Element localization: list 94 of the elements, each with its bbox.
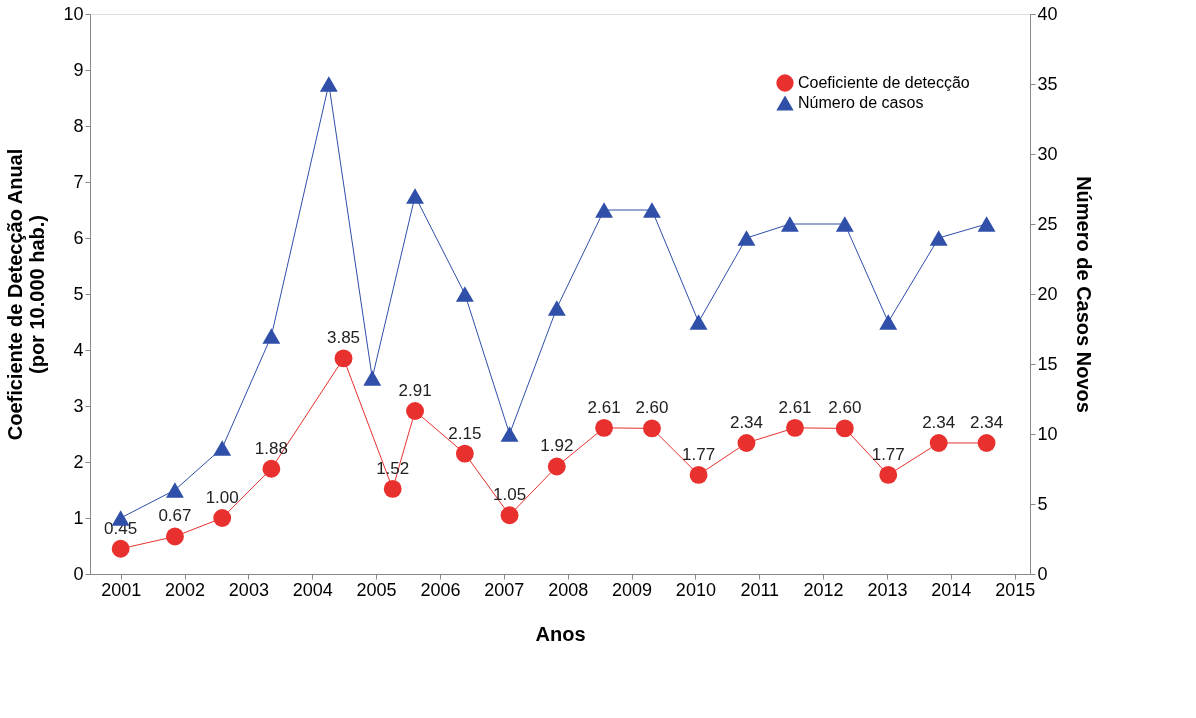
point [879, 314, 898, 330]
data-label: 1.05 [493, 485, 527, 505]
point [595, 202, 614, 218]
y2-tick-label: 40 [1037, 3, 1058, 24]
data-label: 2.34 [922, 412, 956, 432]
data-label: 1.92 [540, 436, 574, 456]
point [334, 349, 353, 368]
data-label: 2.34 [970, 412, 1004, 432]
point [455, 444, 474, 463]
x-tick-label: 2008 [548, 579, 589, 600]
y2-tick-label: 35 [1037, 73, 1058, 94]
point [689, 314, 708, 330]
point [835, 216, 854, 232]
point [111, 539, 130, 558]
legend-label: Número de casos [798, 94, 924, 111]
point [547, 300, 566, 316]
x-tick-label: 2010 [675, 579, 716, 600]
y-axis-title: Coeficiente de Detecção Anual (por 10.000 hab.) [4, 148, 49, 441]
point [383, 479, 402, 498]
point [780, 216, 799, 232]
data-label: 2.61 [778, 397, 812, 417]
y2-tick-label: 20 [1037, 283, 1058, 304]
point [786, 418, 804, 437]
data-label: 1.00 [205, 488, 239, 507]
y2-tick-label: 10 [1037, 423, 1058, 444]
x-tick-label: 2009 [612, 579, 653, 600]
x-tick-label: 2011 [740, 579, 780, 600]
x-tick-label: 2001 [101, 579, 142, 600]
data-label: 2.60 [635, 398, 669, 418]
data-label: 2.61 [587, 397, 621, 417]
x-axis-title: Anos [535, 622, 586, 645]
data-label: 1.77 [871, 444, 905, 464]
y2-tick-label: 15 [1037, 353, 1058, 374]
x-tick-label: 2002 [164, 579, 206, 600]
point [977, 216, 996, 232]
point [595, 418, 614, 437]
data-label: 1.88 [254, 438, 288, 458]
y-tick-label: 0 [73, 563, 84, 584]
data-label: 2.60 [828, 398, 862, 418]
x-tick-label: 2006 [420, 579, 461, 600]
point [879, 465, 898, 484]
y-tick-label: 5 [73, 283, 84, 304]
y-tick-label: 2 [73, 451, 84, 472]
data-label: 1.77 [682, 444, 716, 464]
y2-tick-label: 30 [1037, 143, 1058, 164]
y2-axis-title: Número de Casos Novos [1072, 176, 1095, 413]
x-tick-label: 2004 [292, 579, 333, 600]
y-tick-label: 3 [73, 395, 84, 416]
y-tick-label: 7 [73, 171, 84, 192]
y2-tick-label: 25 [1037, 213, 1058, 234]
point [406, 188, 424, 204]
point [689, 465, 708, 484]
x-tick-label: 2014 [931, 579, 972, 600]
point [406, 402, 424, 420]
data-label: 3.85 [326, 328, 361, 348]
point [319, 76, 338, 92]
point [737, 230, 756, 246]
y-tick-label: 1 [73, 507, 84, 528]
point [500, 426, 519, 442]
y-tick-label: 6 [73, 227, 84, 248]
point [262, 459, 281, 478]
point [213, 509, 232, 527]
x-tick-label: 2003 [228, 579, 269, 600]
y-tick-label: 9 [73, 59, 84, 80]
point [165, 482, 184, 498]
point [165, 527, 184, 546]
x-tick-label: 2005 [356, 579, 397, 600]
point [977, 434, 996, 452]
point [929, 434, 948, 452]
point [835, 419, 854, 438]
point [500, 506, 519, 525]
point [929, 230, 948, 246]
point [455, 286, 474, 302]
y-tick-label: 8 [73, 115, 84, 136]
point [547, 457, 566, 476]
x-tick-label: 2012 [803, 579, 844, 600]
legend-label: Coeficiente de detecção [798, 74, 970, 91]
data-label: 2.91 [398, 381, 432, 401]
point [643, 419, 661, 438]
y2-tick-label: 0 [1037, 563, 1048, 584]
y-tick-label: 10 [63, 3, 84, 24]
point [643, 202, 661, 218]
point [262, 328, 281, 344]
x-tick-label: 2015 [995, 579, 1036, 600]
y2-tick-label: 5 [1037, 493, 1048, 514]
y-tick-label: 4 [73, 339, 84, 360]
point [737, 434, 756, 452]
point [363, 370, 382, 386]
x-tick-label: 2013 [867, 579, 908, 600]
data-label: 0.67 [158, 506, 192, 526]
point [213, 440, 232, 456]
data-label: 2.34 [729, 412, 764, 432]
x-tick-label: 2007 [484, 579, 525, 600]
data-label: 2.15 [448, 423, 482, 443]
